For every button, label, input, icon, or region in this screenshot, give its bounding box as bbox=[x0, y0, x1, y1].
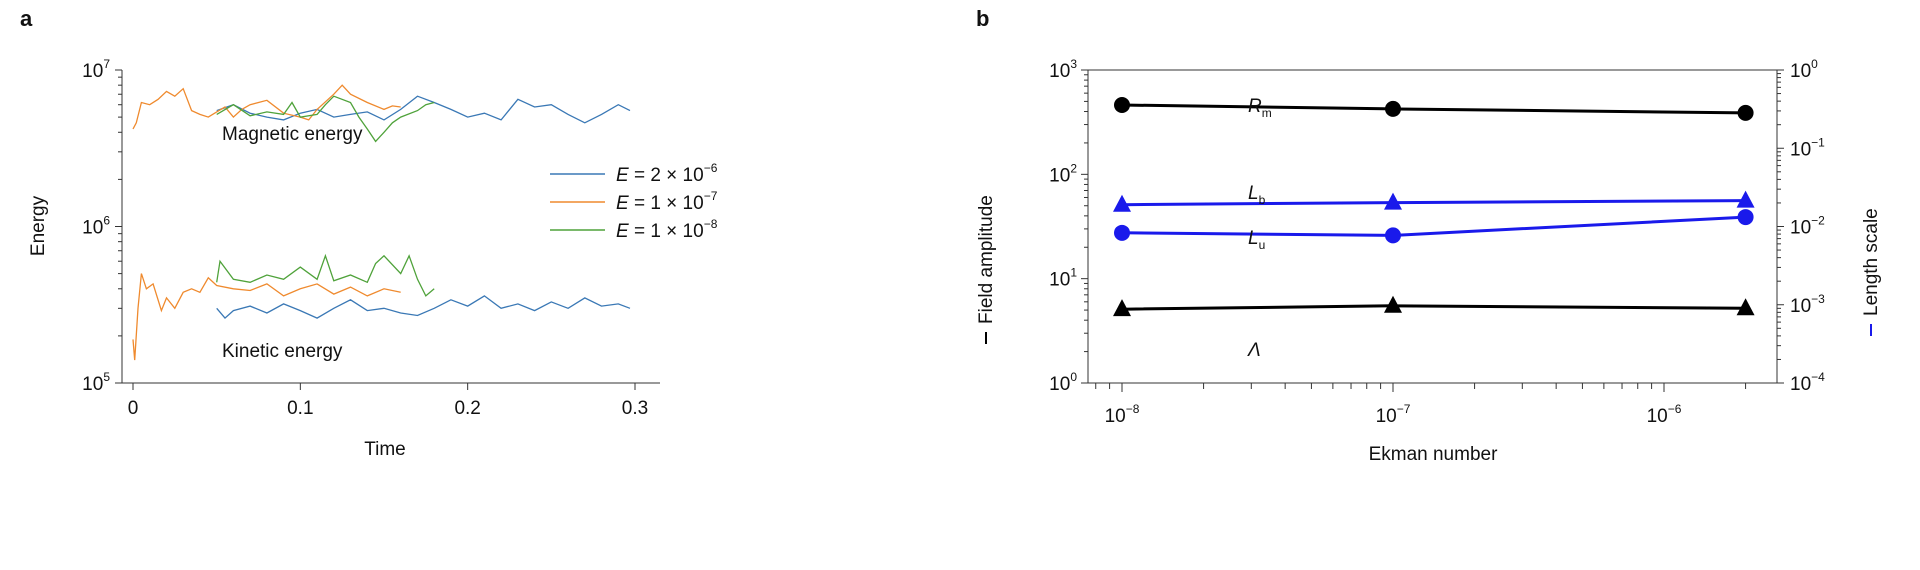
legend-entry: E = 1 × 10−7 bbox=[616, 189, 718, 214]
annotation-kinetic: Kinetic energy bbox=[222, 341, 343, 362]
magnetic-energy-line bbox=[216, 95, 631, 124]
panel-a-label: a bbox=[20, 6, 33, 31]
left-y-tick-label: 100 bbox=[1049, 370, 1077, 395]
y-tick-label: 105 bbox=[82, 370, 110, 395]
x-tick-label: 10−7 bbox=[1376, 402, 1411, 427]
triangle-marker bbox=[1113, 194, 1131, 212]
legend: E = 2 × 10−6 E = 1 × 10−7 E = 1 × 10−8 bbox=[550, 161, 718, 242]
plot-frame bbox=[1087, 69, 1778, 384]
left-axis-label-text: Field amplitude bbox=[976, 195, 997, 324]
panel-a: a 0 0.1 0.2 0.3 105 106 107 Time Energy Magnet… bbox=[20, 6, 718, 460]
triangle-marker bbox=[1384, 295, 1402, 313]
series-line bbox=[1121, 199, 1746, 207]
series-line bbox=[1121, 304, 1746, 311]
series-line bbox=[1121, 215, 1746, 237]
series-label: Λ bbox=[1247, 340, 1261, 361]
circle-marker bbox=[1114, 224, 1130, 241]
circle-marker bbox=[1385, 227, 1401, 244]
circle-marker bbox=[1737, 209, 1754, 226]
right-axis-label: Length scale bbox=[1861, 208, 1882, 336]
series-line bbox=[1121, 103, 1746, 115]
circle-marker bbox=[1114, 96, 1130, 113]
series-label: Lu bbox=[1248, 228, 1265, 252]
right-axis-label-text: Length scale bbox=[1861, 208, 1882, 316]
circle-marker bbox=[1737, 104, 1754, 121]
magnetic-energy-line bbox=[216, 95, 435, 143]
x-axis-label: Ekman number bbox=[1369, 444, 1499, 465]
kinetic-energy-line bbox=[216, 253, 435, 297]
x-tick-label: 0.2 bbox=[454, 398, 480, 419]
panel-b: b 10−8 10−7 10−6 100 101 102 103 10−4 10−3 10−2 10… bbox=[976, 6, 1882, 465]
left-y-tick-label: 101 bbox=[1049, 266, 1077, 291]
right-y-tick-label: 10−2 bbox=[1790, 214, 1825, 239]
kinetic-energy-line bbox=[132, 273, 401, 361]
x-tick-label: 0 bbox=[128, 398, 139, 419]
series-label: Rm bbox=[1248, 96, 1272, 120]
x-tick-label: 10−8 bbox=[1105, 402, 1140, 427]
x-tick-label: 0.3 bbox=[622, 398, 648, 419]
right-y-tick-label: 100 bbox=[1790, 57, 1818, 82]
right-y-tick-label: 10−4 bbox=[1790, 370, 1825, 395]
x-tick-label: 0.1 bbox=[287, 398, 313, 419]
triangle-marker bbox=[1384, 192, 1402, 210]
left-axis-label: Field amplitude bbox=[976, 195, 997, 344]
left-y-tick-label: 102 bbox=[1049, 161, 1077, 186]
triangle-marker bbox=[1736, 298, 1755, 316]
kinetic-energy-line bbox=[216, 295, 631, 320]
magnetic-energy-line bbox=[132, 84, 401, 130]
right-y-tick-label: 10−1 bbox=[1790, 135, 1825, 160]
x-tick-label: 10−6 bbox=[1647, 402, 1682, 427]
series-label: Lb bbox=[1248, 183, 1266, 207]
y-axis-label: Energy bbox=[28, 195, 49, 256]
legend-entry: E = 2 × 10−6 bbox=[616, 161, 718, 186]
legend-entry: E = 1 × 10−8 bbox=[616, 217, 718, 242]
triangle-marker bbox=[1113, 299, 1131, 317]
triangle-marker bbox=[1736, 190, 1755, 208]
left-y-tick-label: 103 bbox=[1049, 57, 1077, 82]
panel-b-label: b bbox=[976, 6, 989, 31]
right-y-tick-label: 10−3 bbox=[1790, 292, 1825, 317]
y-tick-label: 106 bbox=[82, 214, 110, 239]
circle-marker bbox=[1385, 100, 1401, 117]
annotation-magnetic: Magnetic energy bbox=[222, 124, 363, 145]
y-tick-label: 107 bbox=[82, 57, 110, 82]
x-axis-label: Time bbox=[364, 439, 406, 460]
